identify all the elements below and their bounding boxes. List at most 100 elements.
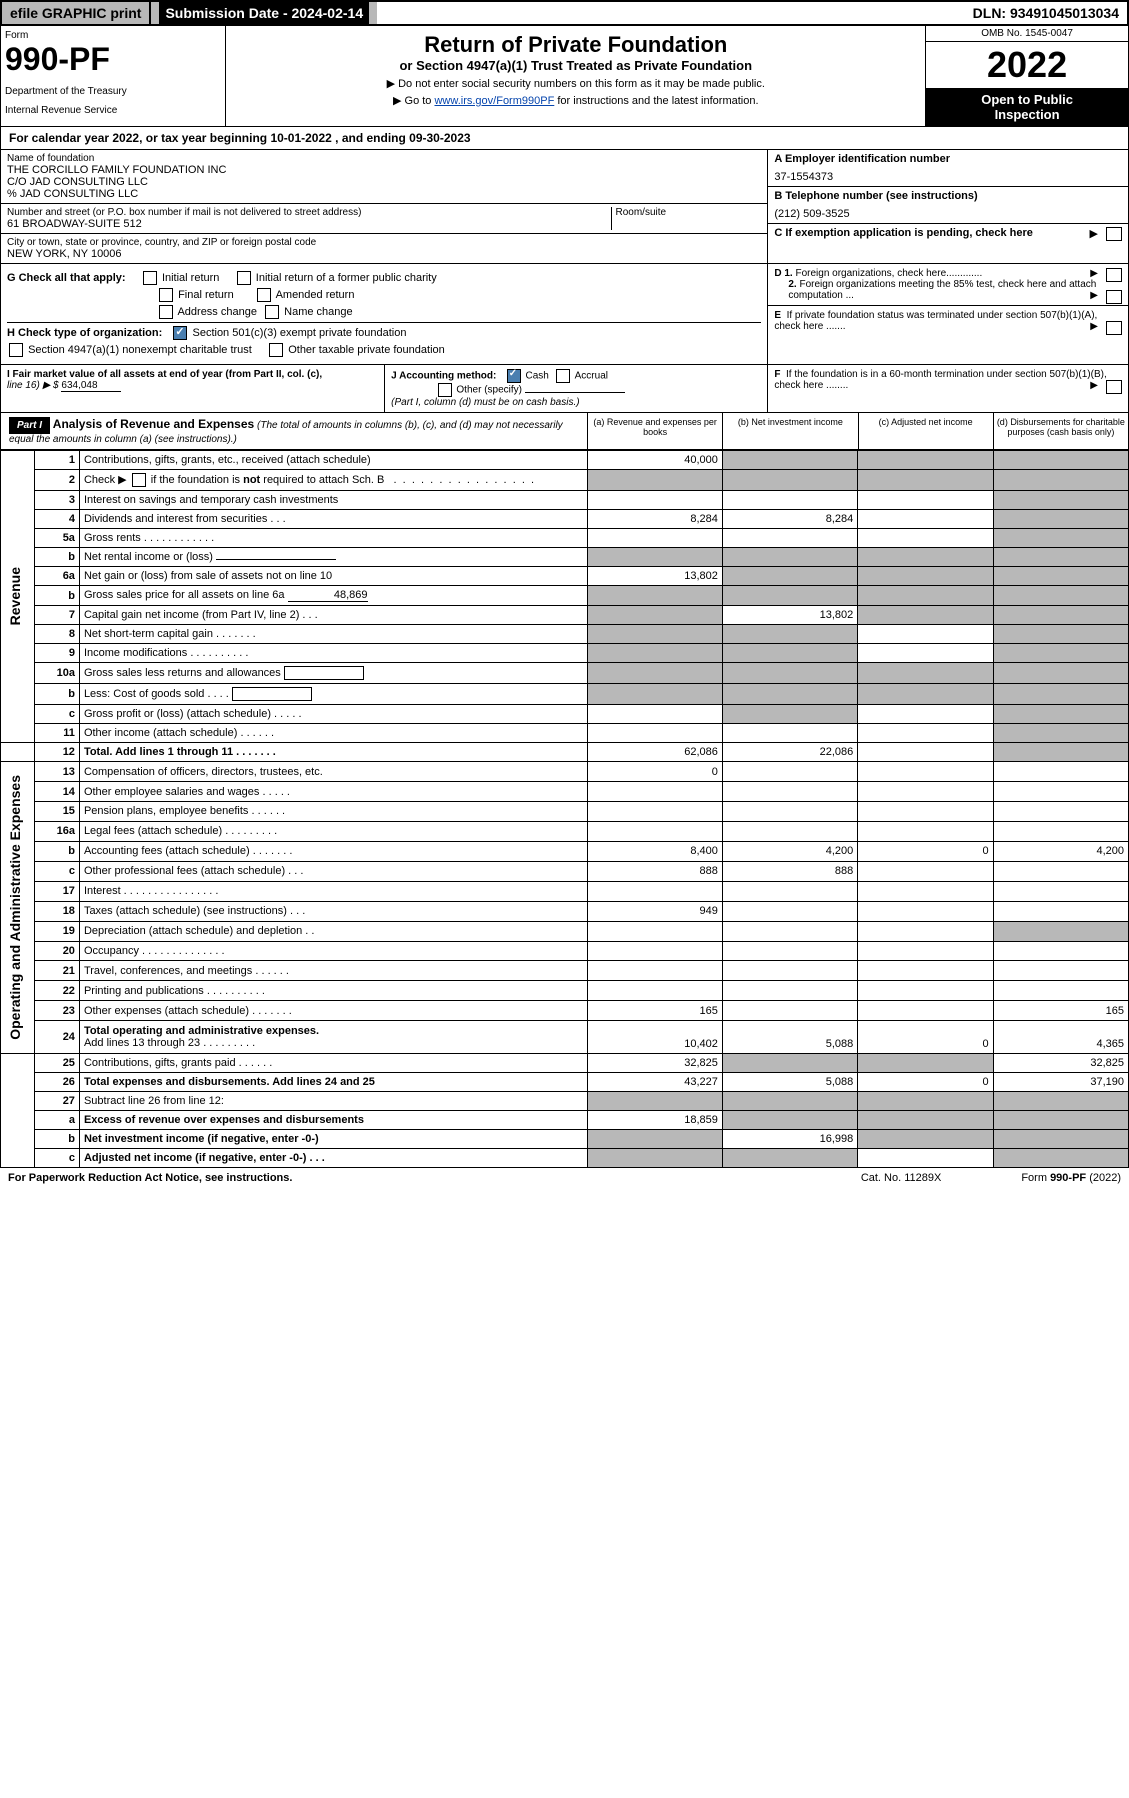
form-number: 990-PF [5,41,221,78]
line-num: c [34,861,79,881]
initial-public-checkbox[interactable] [237,271,251,285]
cell [858,981,993,1001]
other-specify-label: Other (specify) [456,385,522,396]
shaded-cell [722,451,857,470]
line-16a-desc: Legal fees (attach schedule) . . . . . .… [79,821,587,841]
line-num: 9 [34,644,79,663]
address-change-label: Address change [177,306,257,318]
d1-checkbox[interactable] [1106,268,1122,282]
cell [722,921,857,941]
table-row: Revenue 1 Contributions, gifts, grants, … [1,451,1129,470]
d2-line: 2. Foreign organizations meeting the 85%… [774,279,1122,301]
amended-return-label: Amended return [276,289,355,301]
line-27b-desc: Net investment income (if negative, ente… [79,1129,587,1148]
col-b-header: (b) Net investment income [722,413,857,449]
cell [587,529,722,548]
arrow-icon: ▶ [1090,290,1098,301]
header-title-block: Return of Private Foundation or Section … [226,26,925,126]
cell [722,901,857,921]
efile-print-button[interactable]: efile GRAPHIC print [2,2,151,24]
footer-left: For Paperwork Reduction Act Notice, see … [8,1172,292,1184]
cell [858,724,993,743]
line-num: 17 [34,881,79,901]
line-21-desc: Travel, conferences, and meetings . . . … [79,961,587,981]
4947-checkbox[interactable] [9,343,23,357]
shaded-cell [993,921,1128,941]
line-4-b: 8,284 [722,510,857,529]
open2: Inspection [995,107,1060,122]
table-row: cOther professional fees (attach schedul… [1,861,1129,881]
sch-b-checkbox[interactable] [132,473,146,487]
line-24-a: 10,402 [587,1021,722,1054]
final-return-checkbox[interactable] [159,288,173,302]
cash-label: Cash [525,371,548,382]
table-row: 3Interest on savings and temporary cash … [1,491,1129,510]
info-left: Name of foundation THE CORCILLO FAMILY F… [1,150,767,263]
name-change-checkbox[interactable] [265,305,279,319]
line-num: 2 [34,470,79,491]
d2-checkbox[interactable] [1106,290,1122,304]
e-checkbox[interactable] [1106,321,1122,335]
irs-link[interactable]: www.irs.gov/Form990PF [434,95,554,107]
d1-line: D 1. D 1. Foreign organizations, check h… [774,268,1122,279]
501c3-checkbox[interactable] [173,326,187,340]
line-10c-desc: Gross profit or (loss) (attach schedule)… [79,705,587,724]
shaded-cell [993,1129,1128,1148]
cell [587,961,722,981]
d-block: D 1. D 1. Foreign organizations, check h… [768,264,1128,306]
shaded-cell [858,1053,993,1072]
i-block: I Fair market value of all assets at end… [1,365,384,412]
col-c-header: (c) Adjusted net income [858,413,993,449]
line-12-a: 62,086 [587,743,722,762]
h-line-2: Section 4947(a)(1) nonexempt charitable … [7,343,761,357]
arrow-icon: ▶ [1090,268,1098,279]
line-num: 22 [34,981,79,1001]
line-num: c [34,705,79,724]
other-specify-checkbox[interactable] [438,383,452,397]
expenses-side-label: Operating and Administrative Expenses [1,762,35,1054]
address-change-checkbox[interactable] [159,305,173,319]
cell [722,801,857,821]
form-title: Return of Private Foundation [232,32,919,58]
line-12-b: 22,086 [722,743,857,762]
exemption-checkbox[interactable] [1106,227,1122,241]
accrual-checkbox[interactable] [556,369,570,383]
table-row: 15Pension plans, employee benefits . . .… [1,801,1129,821]
g-line: G Check all that apply: Initial return I… [7,271,761,285]
fmv-value: 634,048 [61,380,121,392]
line-1-a: 40,000 [587,451,722,470]
arrow-icon: ▶ [1090,321,1098,332]
shaded-cell [722,567,857,586]
ein-label: A Employer identification number [774,153,1122,165]
cell [993,961,1128,981]
amended-return-checkbox[interactable] [257,288,271,302]
cell [993,821,1128,841]
shaded-cell [587,644,722,663]
cash-checkbox[interactable] [507,369,521,383]
initial-public-label: Initial return of a former public charit… [256,272,437,284]
shaded-cell [722,1053,857,1072]
line-num: 21 [34,961,79,981]
h-line: H Check type of organization: Section 50… [7,322,761,340]
table-row: 18Taxes (attach schedule) (see instructi… [1,901,1129,921]
line-15-desc: Pension plans, employee benefits . . . .… [79,801,587,821]
line-num: 14 [34,782,79,802]
main-table: Revenue 1 Contributions, gifts, grants, … [0,450,1129,1168]
checks-right: D 1. D 1. Foreign organizations, check h… [767,264,1128,364]
other-taxable-checkbox[interactable] [269,343,283,357]
header-right: OMB No. 1545-0047 2022 Open to Public In… [925,26,1128,126]
initial-return-checkbox[interactable] [143,271,157,285]
line-26-a: 43,227 [587,1072,722,1091]
cell [722,961,857,981]
line-num: 27 [34,1091,79,1110]
line-27b-b: 16,998 [722,1129,857,1148]
cell [587,801,722,821]
shaded-cell [993,567,1128,586]
shaded-cell [858,548,993,567]
f-checkbox[interactable] [1106,380,1122,394]
line-16c-a: 888 [587,861,722,881]
open1: Open to Public [981,92,1073,107]
city-row: City or town, state or province, country… [1,234,767,263]
cell [722,782,857,802]
line-16b-desc: Accounting fees (attach schedule) . . . … [79,841,587,861]
